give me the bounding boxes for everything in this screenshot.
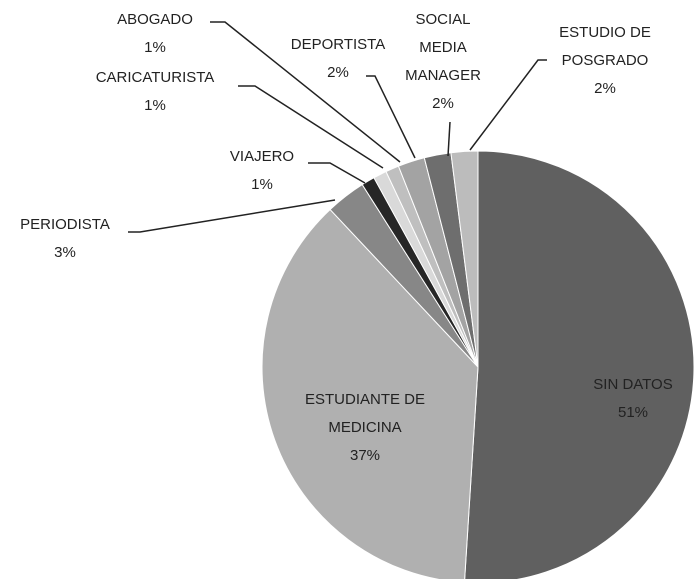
pie-slice (261, 208, 479, 579)
leader-line (308, 162, 366, 184)
value-label: 2% (594, 80, 616, 97)
slice-label: PERIODISTA 3% (5, 211, 125, 267)
pie-slice (450, 150, 479, 368)
slice-label: SOCIAL MEDIA MANAGER 2% (398, 6, 488, 118)
category-label: CARICATURISTA (95, 69, 215, 86)
slice-label: CARICATURISTA 1% (75, 64, 235, 120)
value-label: 1% (251, 176, 273, 193)
slice-label: ESTUDIO DE POSGRADO 2% (545, 19, 665, 103)
leader-line (128, 199, 336, 233)
slice-label: VIAJERO 1% (212, 143, 312, 199)
value-label: 1% (144, 97, 166, 114)
category-label: ESTUDIO DE POSGRADO (559, 24, 651, 69)
value-label: 1% (144, 39, 166, 56)
value-label: 2% (432, 95, 454, 112)
category-label: PERIODISTA (20, 216, 110, 233)
value-label: 37% (349, 447, 381, 464)
leader-line (210, 21, 401, 163)
leader-line (469, 59, 547, 151)
leader-line (447, 121, 451, 157)
value-label: 51% (617, 404, 649, 421)
leader-line (238, 85, 384, 169)
category-label: DEPORTISTA (290, 36, 386, 53)
category-label: VIAJERO (229, 148, 295, 165)
category-label: ABOGADO (117, 11, 193, 28)
slice-label: ABOGADO 1% (95, 6, 215, 62)
category-label: SIN DATOS (593, 376, 673, 393)
leader-line (366, 75, 416, 159)
pie-slice (464, 150, 694, 579)
value-label: 2% (327, 64, 349, 81)
value-label: 3% (54, 244, 76, 261)
slice-label: SIN DATOS 51% (568, 371, 694, 427)
slice-label: DEPORTISTA 2% (273, 31, 403, 87)
category-label: ESTUDIANTE DE MEDICINA (304, 391, 425, 436)
slice-label: ESTUDIANTE DE MEDICINA 37% (290, 386, 440, 470)
category-label: SOCIAL MEDIA MANAGER (405, 11, 481, 84)
